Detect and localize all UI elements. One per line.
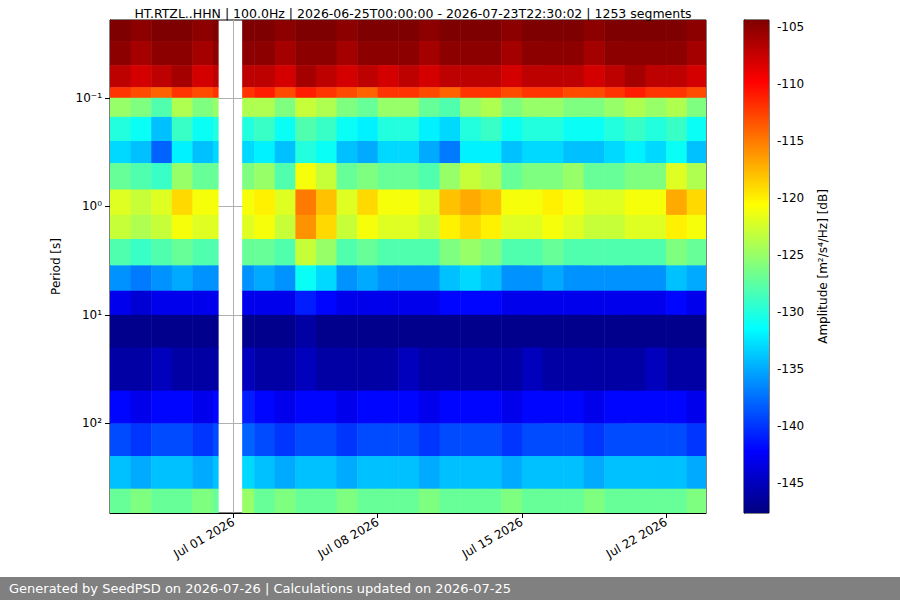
svg-text:10⁻¹: 10⁻¹ xyxy=(76,91,103,105)
svg-text:Generated by SeedPSD on 2026-0: Generated by SeedPSD on 2026-07-26 | Cal… xyxy=(9,581,511,596)
svg-text:-140: -140 xyxy=(777,419,804,433)
svg-text:Jul 08 2026: Jul 08 2026 xyxy=(315,515,382,562)
svg-text:10¹: 10¹ xyxy=(82,308,102,322)
svg-text:-135: -135 xyxy=(777,362,804,376)
svg-text:Period [s]: Period [s] xyxy=(49,238,63,295)
svg-text:10²: 10² xyxy=(82,416,102,430)
svg-text:Jul 01 2026: Jul 01 2026 xyxy=(170,515,237,562)
svg-text:HT.RTZL..HHN | 100.0Hz | 2026-: HT.RTZL..HHN | 100.0Hz | 2026-06-25T00:0… xyxy=(134,6,691,21)
svg-text:Jul 22 2026: Jul 22 2026 xyxy=(603,515,670,562)
svg-text:-145: -145 xyxy=(777,476,804,490)
svg-text:-125: -125 xyxy=(777,248,804,262)
svg-text:-120: -120 xyxy=(777,191,804,205)
svg-text:-130: -130 xyxy=(777,305,804,319)
svg-text:-105: -105 xyxy=(777,20,804,34)
svg-text:10⁰: 10⁰ xyxy=(82,199,102,213)
svg-text:-110: -110 xyxy=(777,77,804,91)
svg-text:Amplitude [m²/s⁴/Hz] [dB]: Amplitude [m²/s⁴/Hz] [dB] xyxy=(816,189,830,344)
svg-text:-115: -115 xyxy=(777,134,804,148)
svg-text:Jul 15 2026: Jul 15 2026 xyxy=(459,515,526,562)
